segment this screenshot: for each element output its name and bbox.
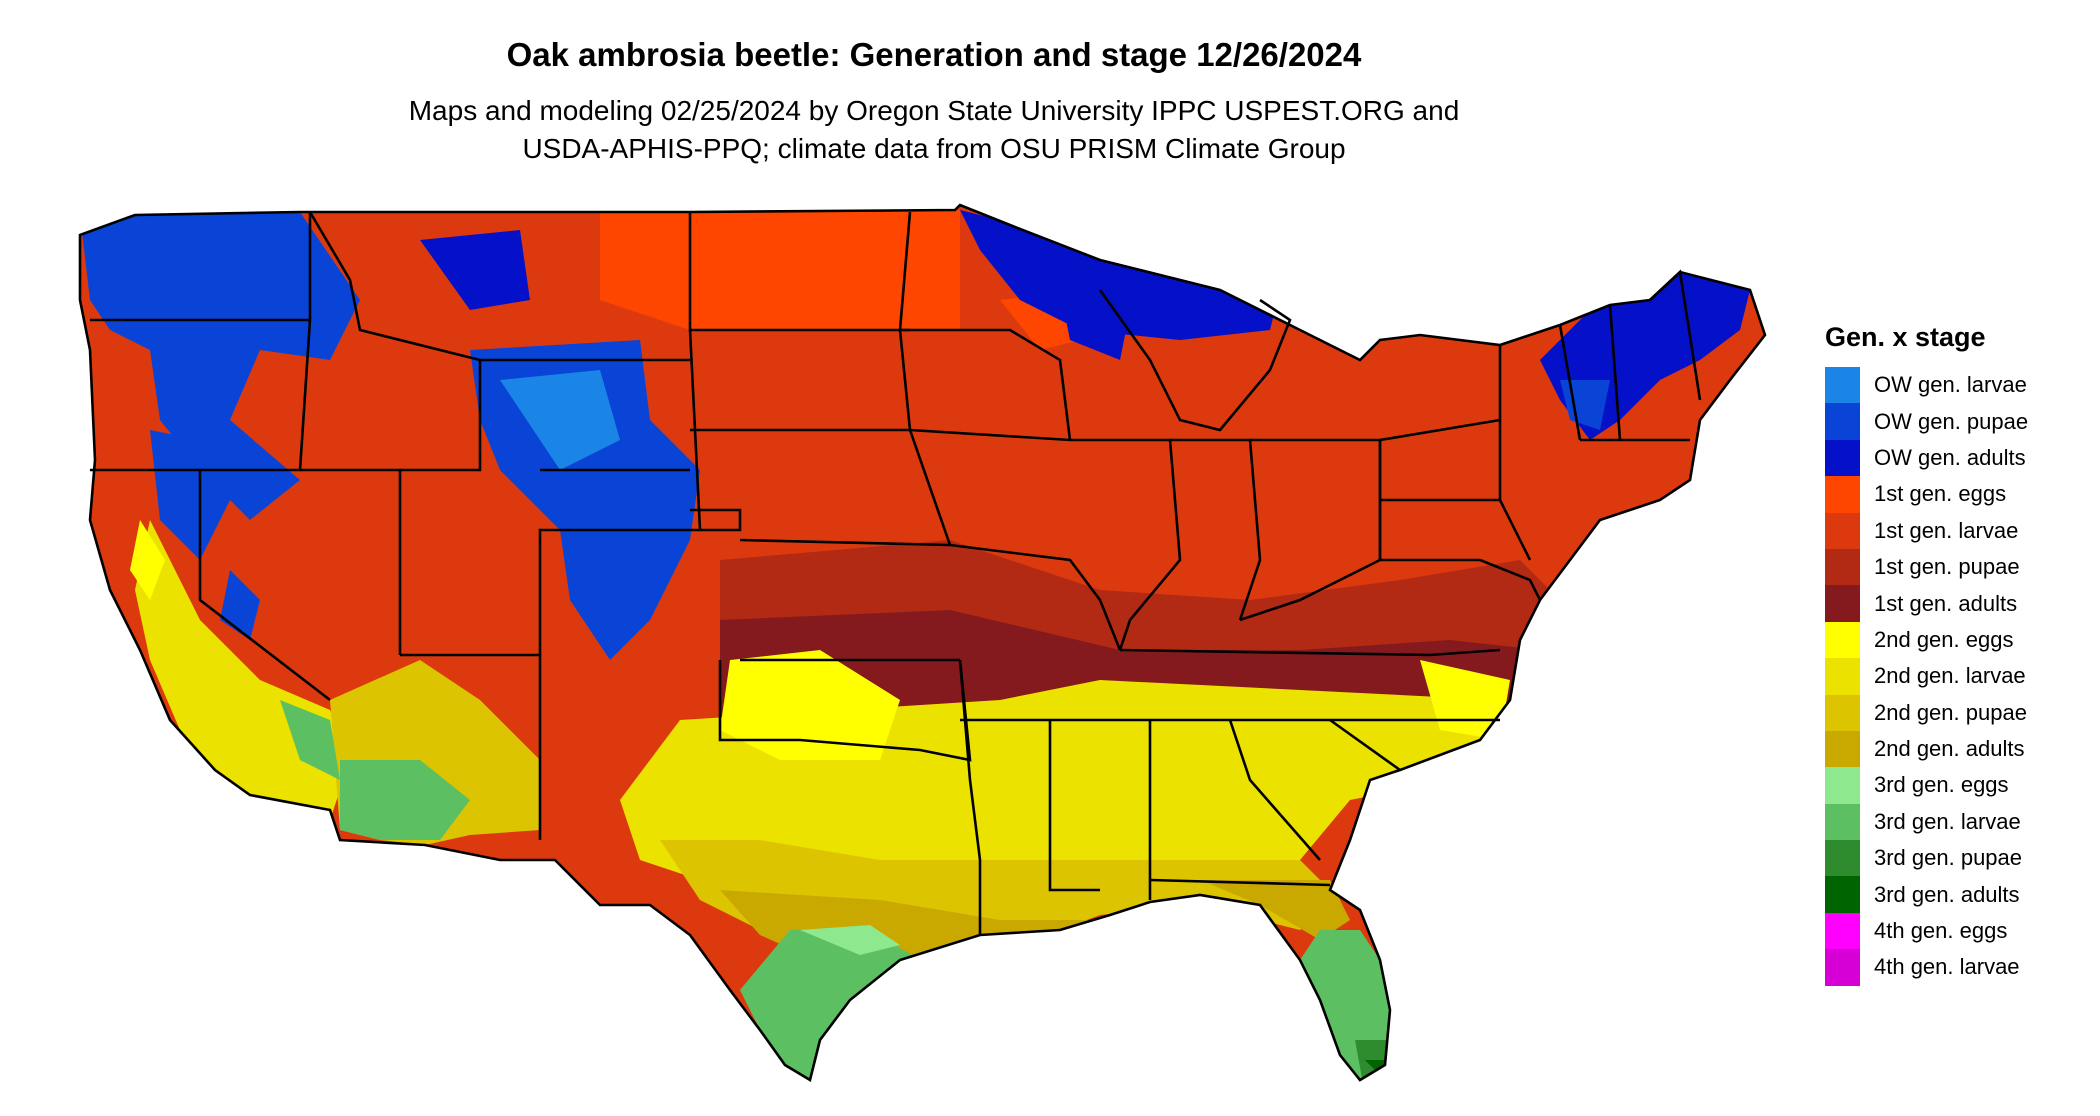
- legend-item: 4th gen. eggs: [1825, 912, 2028, 950]
- subtitle-line-2: USDA-APHIS-PPQ; climate data from OSU PR…: [522, 133, 1346, 164]
- legend-label: 2nd gen. adults: [1874, 736, 2025, 762]
- legend-swatch: [1825, 876, 1860, 913]
- legend-label: 3rd gen. pupae: [1874, 845, 2023, 871]
- legend-swatch: [1825, 767, 1860, 804]
- legend-item: 3rd gen. adults: [1825, 876, 2028, 913]
- legend-label: 1st gen. larvae: [1874, 517, 2019, 543]
- legend-label: 3rd gen. larvae: [1874, 808, 2021, 834]
- legend-swatch: [1825, 476, 1860, 513]
- legend-label: 1st gen. pupae: [1874, 554, 2020, 580]
- legend-item: 2nd gen. larvae: [1825, 658, 2028, 695]
- legend-swatch: [1825, 694, 1860, 731]
- legend-swatch: [1825, 730, 1860, 768]
- legend-swatch: [1825, 548, 1860, 586]
- state-borders: [78, 203, 1767, 1083]
- legend-swatch: [1825, 949, 1860, 986]
- legend-item: 1st gen. eggs: [1825, 476, 2028, 513]
- legend-label: 2nd gen. eggs: [1874, 626, 2014, 652]
- legend-item: 2nd gen. adults: [1825, 730, 2028, 768]
- legend-swatch: [1825, 512, 1860, 549]
- legend-label: 2nd gen. pupae: [1874, 699, 2027, 725]
- legend-title: Gen. x stage: [1825, 322, 1986, 352]
- legend-swatch: [1825, 367, 1860, 404]
- legend-item: 4th gen. larvae: [1825, 949, 2028, 986]
- map-title: Oak ambrosia beetle: Generation and stag…: [506, 36, 1362, 73]
- legend-swatch: [1825, 803, 1860, 841]
- legend-label: OW gen. adults: [1874, 444, 2026, 470]
- legend-item: OW gen. pupae: [1825, 403, 2029, 440]
- legend-swatch: [1825, 658, 1860, 695]
- legend-swatch: [1825, 585, 1860, 622]
- legend-item: OW gen. larvae: [1825, 367, 2028, 404]
- legend-label: OW gen. larvae: [1874, 372, 2027, 398]
- legend-item: 3rd gen. eggs: [1825, 767, 2028, 804]
- legend-label: 4th gen. eggs: [1874, 918, 2008, 944]
- legend-swatch: [1825, 439, 1860, 477]
- legend-item: 3rd gen. pupae: [1825, 840, 2028, 877]
- legend-item: 1st gen. adults: [1825, 585, 2028, 622]
- legend-label: 3rd gen. eggs: [1874, 772, 2009, 798]
- legend-swatch: [1825, 840, 1860, 877]
- legend-swatch: [1825, 621, 1860, 659]
- legend-label: 3rd gen. adults: [1874, 881, 2020, 907]
- legend-item: OW gen. adults: [1825, 439, 2028, 477]
- legend-item: 2nd gen. eggs: [1825, 621, 2028, 659]
- legend-item: 2nd gen. pupae: [1825, 694, 2028, 731]
- legend-item: 1st gen. larvae: [1825, 512, 2028, 549]
- legend-label: 1st gen. eggs: [1874, 481, 2007, 507]
- us-map-svg: [78, 203, 1767, 1083]
- legend-label: 2nd gen. larvae: [1874, 663, 2026, 689]
- legend-label: OW gen. pupae: [1874, 408, 2029, 434]
- map-subtitle: Maps and modeling 02/25/2024 by Oregon S…: [0, 92, 1868, 168]
- legend-label: 1st gen. adults: [1874, 590, 2018, 616]
- subtitle-line-1: Maps and modeling 02/25/2024 by Oregon S…: [408, 95, 1460, 126]
- us-map: [78, 203, 1767, 1083]
- legend-swatch: [1825, 403, 1860, 440]
- legend-swatch: [1825, 912, 1860, 950]
- legend-item: 3rd gen. larvae: [1825, 803, 2028, 841]
- legend-items: OW gen. larvae OW gen. pupae OW gen. adult…: [1825, 367, 2028, 986]
- legend-item: 1st gen. pupae: [1825, 548, 2028, 586]
- legend-label: 4th gen. larvae: [1874, 954, 2020, 980]
- legend: Gen. x stage OW gen. larvae OW gen. pupae…: [1825, 322, 2028, 986]
